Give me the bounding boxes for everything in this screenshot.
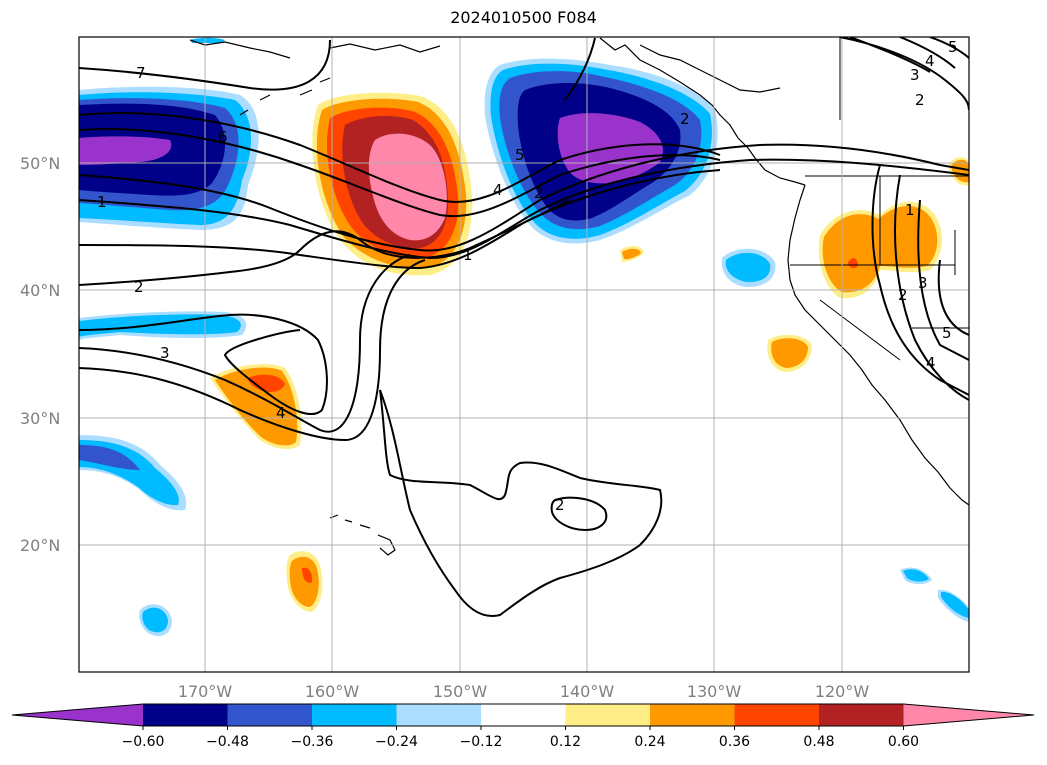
contour-label: 2 bbox=[915, 91, 925, 109]
lat-label: 50°N bbox=[20, 154, 60, 173]
colorbar-tick-label: 0.24 bbox=[634, 734, 665, 750]
lon-label: 140°W bbox=[560, 682, 615, 701]
colorbar-tick-label: −0.60 bbox=[122, 734, 165, 750]
colorbar-segment bbox=[312, 704, 397, 726]
coastlines bbox=[189, 37, 969, 556]
map-frame bbox=[78, 36, 970, 673]
colorbar-tick-label: −0.12 bbox=[460, 734, 503, 750]
colorbar-segment bbox=[650, 704, 735, 726]
contour-label: 1 bbox=[97, 193, 107, 211]
contour-label: 6 bbox=[218, 128, 228, 146]
colorbar-segment bbox=[396, 704, 482, 726]
contour-label: 2 bbox=[134, 278, 144, 296]
negative-anomaly-top bbox=[190, 37, 225, 43]
colorbar-tick-label: 0.48 bbox=[803, 734, 834, 750]
negative-anomaly-southwest bbox=[79, 435, 187, 511]
contour-label: 2 bbox=[680, 110, 690, 128]
contour-label: 3 bbox=[910, 66, 920, 84]
colorbar-segment bbox=[819, 704, 904, 726]
colorbar-tick-label: 0.12 bbox=[550, 734, 581, 750]
contour-label: 3 bbox=[918, 274, 928, 292]
lat-label: 30°N bbox=[20, 409, 60, 428]
lon-label: 120°W bbox=[815, 682, 870, 701]
colorbar-segment bbox=[227, 704, 313, 726]
contour-labels: 7 6 1 2 3 4 1 4 5 2 5 4 3 2 2 2 3 4 5 1 … bbox=[97, 38, 958, 514]
colorbar-segment bbox=[734, 704, 820, 726]
contour-label: 4 bbox=[925, 52, 935, 70]
map-area: 7 6 1 2 3 4 1 4 5 2 5 4 3 2 2 2 3 4 5 1 … bbox=[79, 37, 969, 672]
contour-label: 2 bbox=[534, 184, 544, 202]
colorbar-segment bbox=[481, 704, 566, 726]
colorbar-tick-label: 0.60 bbox=[888, 734, 919, 750]
contours bbox=[79, 37, 969, 617]
contour-label: 2 bbox=[898, 286, 908, 304]
colorbar-tick-label: −0.24 bbox=[375, 734, 418, 750]
lon-label: 150°W bbox=[433, 682, 488, 701]
lon-label: 160°W bbox=[305, 682, 360, 701]
borders bbox=[790, 37, 969, 361]
contour-label: 5 bbox=[942, 324, 952, 342]
colorbar-tick-label: −0.48 bbox=[206, 734, 249, 750]
gridlines bbox=[79, 37, 969, 672]
lon-label: 130°W bbox=[687, 682, 742, 701]
longitude-labels: 170°W 160°W 150°W 140°W 130°W 120°W bbox=[178, 682, 870, 701]
colorbar-segment bbox=[143, 704, 228, 726]
contour-label: 4 bbox=[276, 404, 286, 422]
colorbar-extend-low bbox=[12, 704, 143, 726]
contour-label: 5 bbox=[948, 38, 958, 56]
colorbar-tick-label: 0.36 bbox=[719, 734, 750, 750]
map-title: 2024010500 F084 bbox=[450, 8, 597, 27]
contour-label: 3 bbox=[160, 344, 170, 362]
colorbar-tick-label: −0.36 bbox=[291, 734, 334, 750]
lon-label: 170°W bbox=[178, 682, 233, 701]
contour-label: 1 bbox=[905, 201, 915, 219]
colorbar-segment bbox=[565, 704, 651, 726]
latitude-labels: 50°N 40°N 30°N 20°N bbox=[20, 154, 60, 555]
contour-label: 1 bbox=[463, 246, 473, 264]
contour-label: 5 bbox=[515, 146, 525, 164]
colorbar: −0.60 −0.48 −0.36 −0.24 −0.12 0.12 0.24 0.36 0.4… bbox=[11, 703, 1035, 750]
contour-label: 7 bbox=[136, 64, 146, 82]
contour-label: 4 bbox=[493, 181, 503, 199]
contour-label: 2 bbox=[555, 496, 565, 514]
positive-anomaly-small-south bbox=[286, 551, 323, 612]
contour-label: 4 bbox=[926, 354, 936, 372]
lat-label: 20°N bbox=[20, 536, 60, 555]
positive-anomaly-subtropical bbox=[210, 364, 302, 450]
lat-label: 40°N bbox=[20, 281, 60, 300]
colorbar-extend-high bbox=[903, 704, 1034, 726]
